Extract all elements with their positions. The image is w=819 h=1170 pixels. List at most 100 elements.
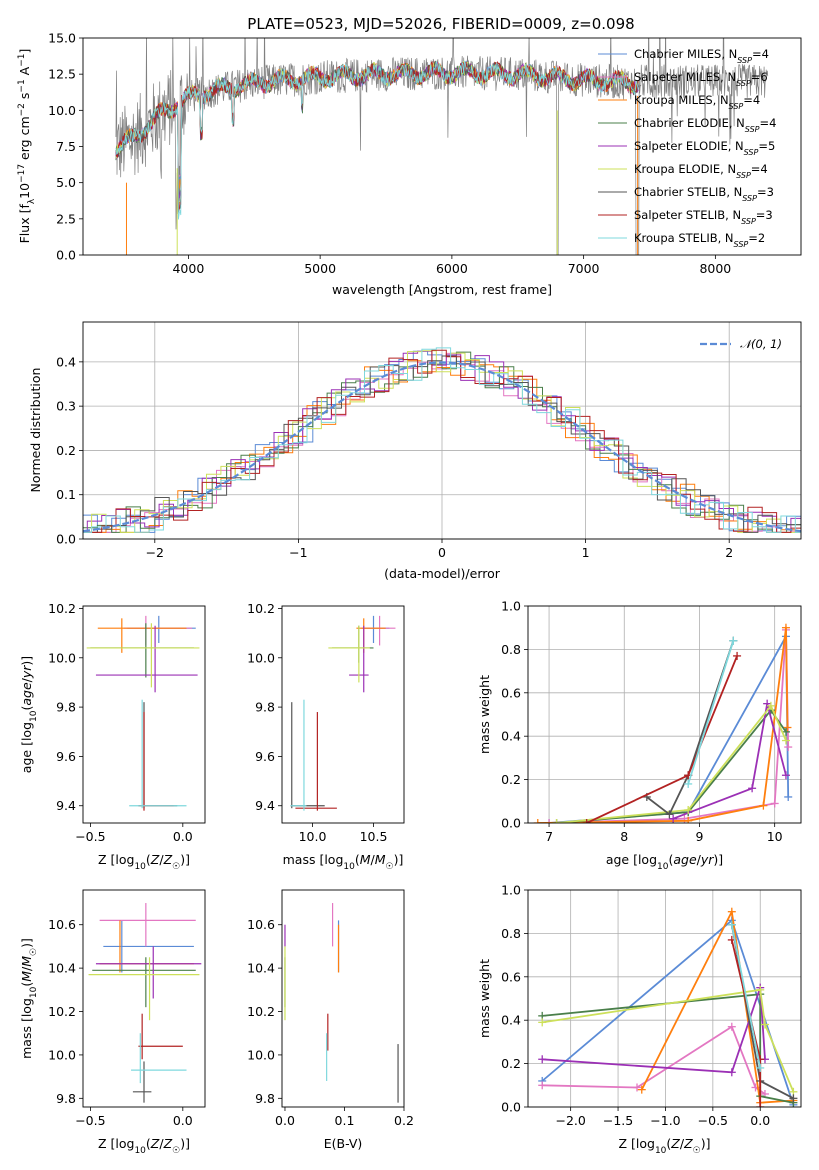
x-tick-label: 0.0: [750, 1113, 770, 1128]
legend-entry: Salpeter MILES, NSSP=6: [634, 70, 768, 88]
y-tick-label: 10.0: [48, 103, 76, 118]
x-axis-label: (data-model)/error: [384, 566, 501, 581]
histogram-series: [83, 347, 801, 533]
x-tick-label: −1.0: [650, 1113, 680, 1128]
y-tick-label: 0.2: [501, 1056, 521, 1071]
histogram-series: [83, 355, 801, 533]
series-line: [687, 640, 735, 785]
errorbar-point: [103, 920, 194, 973]
mass-weight-series: [552, 701, 790, 823]
y-tick-label: 10.4: [247, 961, 275, 976]
x-axis-label: Z [log10(Z/Z☉)]: [618, 1136, 710, 1156]
y-tick-label: 12.5: [48, 67, 76, 82]
y-tick-label: 0.3: [56, 399, 76, 414]
y-axis-label: Normed distribution: [28, 368, 43, 493]
series-line: [549, 629, 790, 823]
mass_vs_ebv-axes: 0.0 0.1 0.2 9.8 10.0 10.2 10.4 10.6 E(B-V): [247, 889, 414, 1151]
series-line: [672, 703, 787, 820]
series-line: [586, 655, 738, 823]
errorbar-point: [127, 615, 196, 643]
histogram-series: [83, 359, 801, 533]
legend-entry: Chabrier MILES, NSSP=4: [634, 47, 769, 65]
series-line: [730, 924, 762, 1069]
y-tick-label: 10.0: [247, 1047, 275, 1062]
legend-entry: Kroupa STELIB, NSSP=2: [634, 231, 765, 249]
y-tick-label: 2.5: [56, 211, 76, 226]
x-tick-label: 10.0: [299, 829, 327, 844]
x-tick-label: 1: [582, 545, 590, 560]
y-axis-label: mass [log10(M/M☉)]: [19, 938, 39, 1059]
histogram-series: [83, 350, 801, 533]
y-tick-label: 0.0: [501, 816, 521, 831]
y-tick-label: 10.4: [48, 961, 76, 976]
errorbar-point: [123, 615, 193, 646]
mass_weight_vs_Z-plot-area: [538, 907, 798, 1107]
errorbar-point: [131, 1033, 187, 1084]
errorbar-point: [95, 625, 198, 693]
y-tick-label: 9.8: [56, 1091, 76, 1106]
errorbar-point: [290, 699, 307, 811]
x-tick-label: 0.1: [335, 1113, 355, 1128]
x-tick-label: 6000: [436, 261, 468, 276]
mass-weight-series: [637, 907, 798, 1107]
y-tick-label: 9.4: [255, 798, 275, 813]
y-tick-label: 10.2: [48, 1004, 76, 1019]
errorbar-point: [361, 615, 396, 646]
errorbar-point: [332, 625, 374, 663]
series-line: [542, 987, 766, 1074]
x-tick-label: 9: [695, 829, 703, 844]
y-tick-label: 0.0: [501, 1100, 521, 1115]
age_vs_mass-plot-area: [290, 615, 396, 811]
residuals-plot-area: [83, 347, 801, 533]
y-tick-label: 9.6: [255, 749, 275, 764]
y-tick-label: 10.2: [247, 601, 275, 616]
x-tick-label: 7: [545, 829, 553, 844]
x-tick-label: −1.5: [603, 1113, 633, 1128]
y-tick-label: 9.4: [56, 798, 76, 813]
axes-frame: [281, 605, 405, 824]
x-tick-label: −0.5: [75, 1113, 105, 1128]
legend-entry: Chabrier STELIB, NSSP=3: [634, 185, 774, 203]
x-tick-label: 8: [620, 829, 628, 844]
histogram-series: [83, 351, 801, 533]
figure-title: PLATE=0523, MJD=52026, FIBERID=0009, z=0…: [247, 15, 634, 33]
residuals-axes: −2 −1 0 1 2 0.0 0.1 0.2 0.3 0.4 𝒩(0, 1) (data-model…: [28, 321, 802, 581]
x-tick-label: −2: [146, 545, 164, 560]
y-axis-label: mass weight: [477, 959, 492, 1038]
mass_weight_vs_Z-axes: −2.0 −1.5 −1.0 −0.5 0.0 0.0 0.2 0.4 0.6 0.8 1.0 Z […: [477, 883, 802, 1156]
x-tick-label: 0.0: [173, 1113, 193, 1128]
legend-entry: Kroupa MILES, NSSP=4: [634, 93, 760, 111]
mass_vs_Z-plot-area: [88, 903, 202, 1103]
x-tick-label: 0: [438, 545, 446, 560]
y-tick-label: 0.1: [56, 487, 76, 502]
legend-entry: Kroupa ELODIE, NSSP=4: [634, 162, 768, 180]
series-line: [542, 993, 794, 1104]
x-axis-label: Z [log10(Z/Z☉)]: [98, 1136, 190, 1156]
errorbar-point: [132, 1061, 152, 1103]
y-tick-label: 9.8: [56, 700, 76, 715]
y-tick-label: 0.0: [56, 248, 76, 263]
errorbar-point: [99, 903, 196, 947]
histogram-series: [83, 349, 801, 533]
errorbar-point: [328, 625, 370, 683]
y-tick-label: 15.0: [48, 31, 76, 46]
y-tick-label: 5.0: [56, 175, 76, 190]
legend-entry: Chabrier ELODIE, NSSP=4: [634, 116, 776, 134]
y-tick-label: 1.0: [501, 599, 521, 614]
y-tick-label: 0.6: [501, 685, 521, 700]
errorbar-point: [290, 702, 325, 809]
axes-frame: [82, 889, 206, 1108]
y-tick-label: 9.6: [56, 749, 76, 764]
spectrum-plot-area: [115, 38, 769, 255]
errorbar-point: [88, 957, 200, 1021]
age_vs_Z-plot-area: [86, 615, 200, 811]
mass-weight-series: [533, 623, 792, 823]
series-line: [640, 908, 794, 1104]
x-tick-label: 5000: [304, 261, 336, 276]
series-line: [556, 704, 787, 823]
y-tick-label: 0.4: [56, 354, 76, 369]
axes-frame: [82, 321, 802, 540]
x-tick-label: 7000: [568, 261, 600, 276]
series-line: [537, 627, 789, 823]
x-tick-label: 4000: [172, 261, 204, 276]
